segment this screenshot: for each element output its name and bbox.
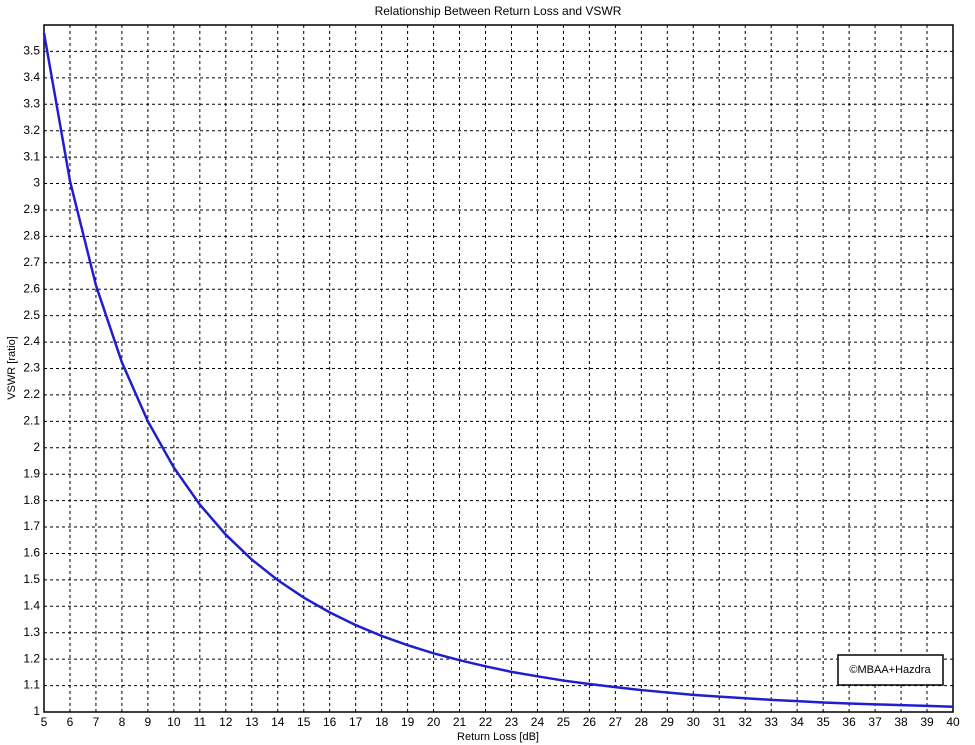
y-tick-label: 2.6	[23, 281, 40, 295]
y-tick-label: 2.7	[23, 255, 40, 269]
y-tick-label: 3.1	[23, 149, 40, 163]
y-tick-label: 2.8	[23, 229, 40, 243]
x-tick-label: 34	[790, 715, 804, 729]
y-tick-label: 1.2	[23, 651, 40, 665]
x-tick-label: 15	[297, 715, 311, 729]
x-tick-label: 20	[427, 715, 441, 729]
x-tick-label: 6	[67, 715, 74, 729]
data-line	[42, 32, 954, 708]
y-axis-label: VSWR [ratio]	[6, 336, 18, 400]
x-tick-label: 13	[245, 715, 259, 729]
x-tick-label: 24	[531, 715, 545, 729]
y-tick-label: 3.5	[23, 44, 40, 58]
x-tick-label: 7	[93, 715, 100, 729]
x-tick-label: 40	[946, 715, 960, 729]
x-tick-label: 17	[349, 715, 363, 729]
x-tick-label: 35	[816, 715, 830, 729]
x-tick-label: 11	[194, 715, 207, 729]
x-tick-label: 29	[661, 715, 675, 729]
x-tick-label: 22	[479, 715, 493, 729]
y-tick-label: 2.3	[23, 361, 40, 375]
x-tick-label: 25	[557, 715, 571, 729]
x-tick-label: 33	[765, 715, 779, 729]
y-tick-label: 2.2	[23, 387, 40, 401]
x-tick-label: 38	[894, 715, 908, 729]
x-tick-label: 37	[868, 715, 882, 729]
y-tick-label: 3.2	[23, 123, 40, 137]
x-tick-label: 36	[842, 715, 856, 729]
x-tick-label: 28	[635, 715, 649, 729]
y-tick-label: 1.7	[23, 519, 40, 533]
y-tick-label: 3.3	[23, 96, 40, 110]
x-tick-label: 32	[739, 715, 753, 729]
y-tick-label: 2	[33, 440, 40, 454]
plot-frame	[43, 24, 954, 713]
x-tick-label: 39	[920, 715, 934, 729]
y-tick-label: 3	[33, 176, 40, 190]
y-tick-label: 1.8	[23, 493, 40, 507]
y-tick-label: 1.4	[23, 598, 40, 612]
x-tick-label: 14	[271, 715, 285, 729]
y-tick-label: 2.1	[23, 414, 40, 428]
x-tick-label: 31	[713, 715, 727, 729]
y-tick-label: 2.4	[23, 334, 40, 348]
x-tick-label: 30	[687, 715, 701, 729]
x-tick-label: 18	[375, 715, 389, 729]
x-tick-label: 9	[145, 715, 152, 729]
y-tick-label: 3.4	[23, 70, 40, 84]
y-tick-label: 1.3	[23, 625, 40, 639]
y-tick-label: 1.5	[23, 572, 40, 586]
y-tick-label: 1.1	[23, 678, 40, 692]
x-tick-label: 16	[323, 715, 337, 729]
x-tick-label: 12	[219, 715, 233, 729]
annotation-box	[837, 654, 944, 686]
x-tick-label: 5	[41, 715, 48, 729]
x-tick-label: 8	[119, 715, 126, 729]
y-tick-label: 1.6	[23, 546, 40, 560]
x-tick-label: 27	[609, 715, 623, 729]
x-tick-label: 19	[401, 715, 415, 729]
x-tick-label: 21	[453, 715, 467, 729]
x-tick-label: 26	[583, 715, 597, 729]
y-tick-label: 2.9	[23, 202, 40, 216]
y-tick-label: 2.5	[23, 308, 40, 322]
chart-title: Relationship Between Return Loss and VSW…	[375, 4, 622, 18]
y-tick-label: 1	[33, 704, 40, 718]
x-axis-label: Return Loss [dB]	[457, 731, 539, 743]
annotation: ©MBAA+Hazdra	[849, 664, 931, 676]
x-tick-label: 10	[167, 715, 181, 729]
x-tick-label: 23	[505, 715, 519, 729]
y-tick-label: 1.9	[23, 466, 40, 480]
